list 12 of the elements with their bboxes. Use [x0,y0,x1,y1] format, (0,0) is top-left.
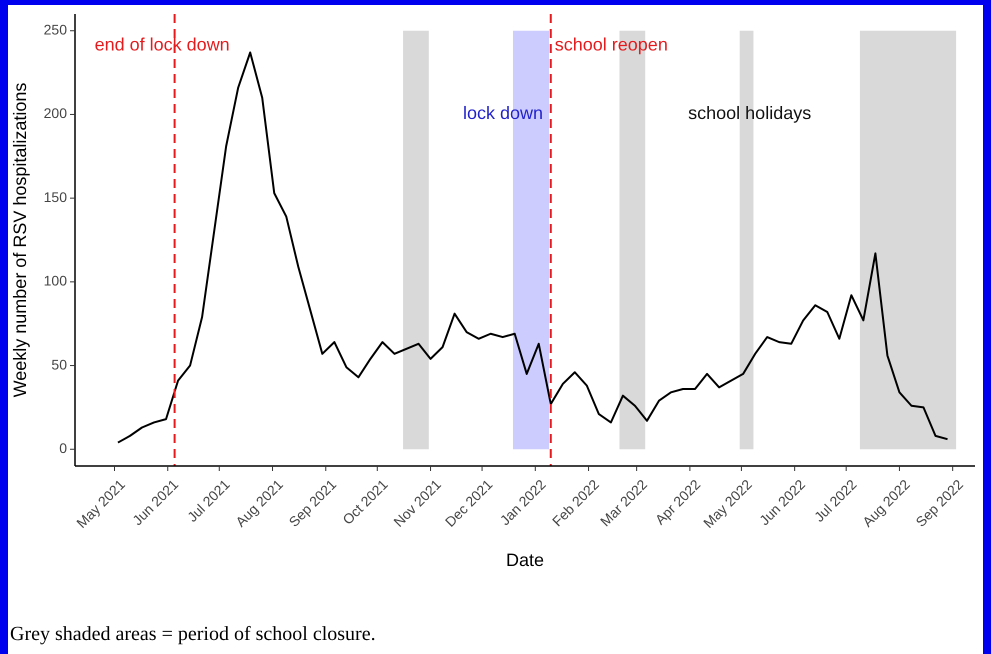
ref-line-label: school reopen [554,34,668,55]
band-label: lock down [463,103,544,124]
y-axis-title: Weekly number of RSV hospitalizations [10,82,30,398]
y-tick-label: 250 [44,21,68,38]
y-tick-label: 200 [44,105,68,122]
y-tick-label: 150 [44,188,68,205]
x-axis-title: Date [506,550,544,570]
annotation: school holidays [688,103,812,124]
y-tick-label: 50 [51,356,68,372]
text: Grey shaded areas = period of school closure. [10,623,376,645]
y-tick-label: 100 [44,272,68,289]
y-tick-label: 0 [59,440,68,456]
